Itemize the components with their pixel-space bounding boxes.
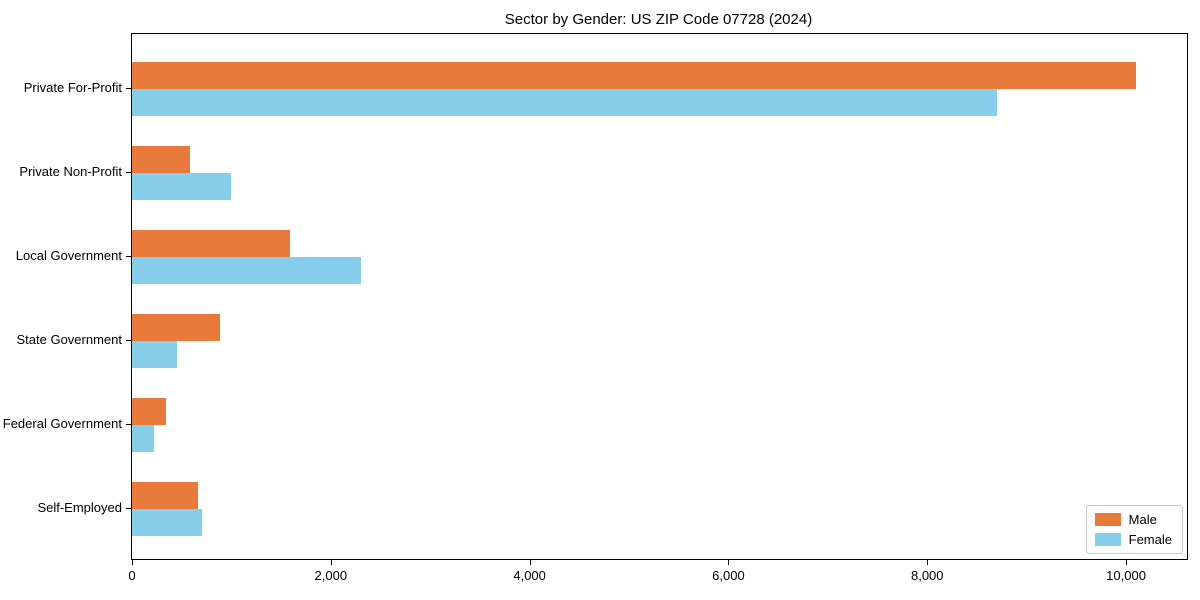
bar-female-4 xyxy=(132,341,177,368)
x-tick-label: 6,000 xyxy=(712,568,745,583)
y-tick-mark xyxy=(126,340,131,341)
bar-female-5 xyxy=(132,425,154,452)
x-tick-mark xyxy=(132,560,133,565)
bar-male-4 xyxy=(132,314,220,341)
bar-male-5 xyxy=(132,398,166,425)
female-swatch-icon xyxy=(1094,533,1121,546)
category-label: Private Non-Profit xyxy=(19,164,122,179)
y-tick-mark xyxy=(126,508,131,509)
legend-label-female: Female xyxy=(1128,532,1172,547)
x-tick-label: 10,000 xyxy=(1106,568,1146,583)
x-tick-label: 4,000 xyxy=(513,568,546,583)
plot-area: Male Female 0 2,000 4,000 6,000 8,000 10,000 xyxy=(128,33,1188,583)
bar-female-2 xyxy=(132,173,231,200)
male-swatch-icon xyxy=(1094,513,1121,526)
y-tick-mark xyxy=(126,256,131,257)
x-tick-mark xyxy=(330,560,332,565)
category-label: Self-Employed xyxy=(37,500,122,515)
bar-male-6 xyxy=(132,482,198,509)
category-label: State Government xyxy=(16,332,123,347)
y-tick-mark xyxy=(126,424,131,425)
category-label: Private For-Profit xyxy=(23,80,122,95)
bar-male-3 xyxy=(132,230,290,257)
y-tick-mark xyxy=(126,88,131,89)
x-tick-mark xyxy=(927,560,929,565)
category-label: Federal Government xyxy=(2,416,122,431)
x-tick-mark xyxy=(529,560,531,565)
bar-female-6 xyxy=(132,509,202,536)
category-label: Local Government xyxy=(15,248,122,263)
x-tick-label: 0 xyxy=(128,568,136,583)
legend-entry-female: Female xyxy=(1094,532,1172,547)
x-tick-label: 8,000 xyxy=(910,568,944,583)
x-tick-label: 2,000 xyxy=(314,568,348,583)
x-tick-mark xyxy=(1126,560,1128,565)
legend-entry-male: Male xyxy=(1094,512,1172,527)
x-tick-mark xyxy=(728,560,730,565)
legend: Male Female xyxy=(1085,505,1183,554)
bar-male-2 xyxy=(132,146,190,173)
bar-female-1 xyxy=(132,89,997,116)
y-tick-mark xyxy=(126,172,131,173)
bar-female-3 xyxy=(132,257,361,284)
legend-label-male: Male xyxy=(1128,512,1157,527)
bar-male-1 xyxy=(132,62,1136,89)
chart-title: Sector by Gender: US ZIP Code 07728 (202… xyxy=(504,11,813,28)
